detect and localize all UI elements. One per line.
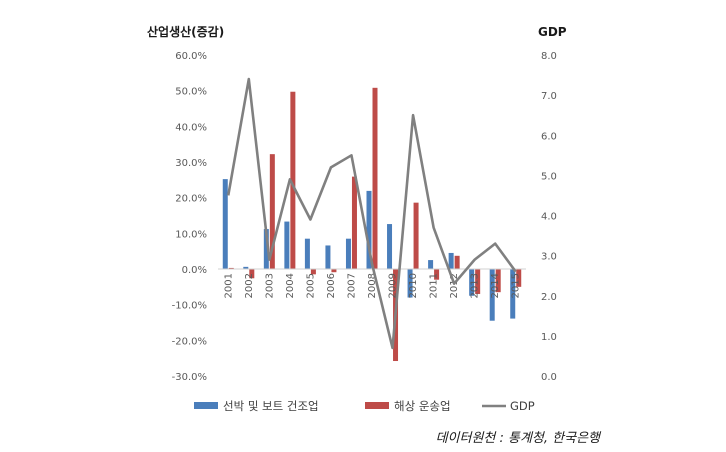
right-tick-label: 1.0 — [541, 332, 557, 343]
bar-shipbuilding-2002 — [243, 266, 249, 269]
bar-shipping-2005 — [310, 269, 316, 275]
bar-shipping-2003 — [269, 154, 275, 269]
bar-shipping-2015 — [516, 269, 522, 287]
bar-shipbuilding-2010 — [407, 269, 413, 298]
left-tick-label: 50.0% — [175, 87, 207, 98]
bar-shipping-2002 — [249, 269, 255, 279]
bar-shipping-2001 — [228, 267, 234, 269]
right-tick-label: 6.0 — [541, 131, 557, 142]
bar-shipbuilding-2009 — [387, 224, 393, 269]
left-tick-label: 40.0% — [175, 122, 207, 133]
bar-shipping-2008 — [372, 87, 378, 270]
left-tick-label: -30.0% — [172, 372, 207, 383]
right-tick-label: 8.0 — [541, 51, 557, 62]
bar-shipbuilding-2006 — [325, 245, 331, 269]
left-axis-ticks: 60.0% 50.0% 40.0% 30.0% 20.0% 10.0% 0.0% -10.0%… — [172, 51, 207, 383]
x-tick-label: 2011 — [429, 273, 440, 298]
left-tick-label: 60.0% — [175, 51, 207, 62]
x-tick-label: 2005 — [305, 273, 316, 298]
bar-shipbuilding-2001 — [222, 179, 228, 269]
legend-swatch-shipbuilding — [194, 402, 218, 409]
right-tick-label: 7.0 — [541, 91, 557, 102]
x-tick-label: 2006 — [326, 273, 337, 298]
x-tick-label: 2001 — [223, 273, 234, 298]
left-axis-title: 산업생산(증감) — [147, 24, 224, 39]
left-tick-label: 20.0% — [175, 194, 207, 205]
legend: 선박 및 보트 건조업 해상 운송업 GDP — [194, 399, 535, 413]
bar-shipping-2013 — [475, 269, 481, 294]
right-tick-label: 0.0 — [541, 372, 557, 383]
bar-shipping-2011 — [434, 269, 440, 280]
right-axis-title: GDP — [538, 25, 567, 39]
x-tick-label: 2015 — [511, 273, 522, 298]
right-tick-label: 2.0 — [541, 292, 557, 303]
left-tick-label: 0.0% — [182, 265, 207, 276]
bar-shipbuilding-2005 — [304, 238, 310, 269]
x-tick-label: 2003 — [264, 273, 275, 298]
x-tick-label: 2004 — [285, 273, 296, 298]
x-tick-label: 2014 — [490, 273, 501, 298]
x-axis-ticks: 2001 2002 2003 2004 2005 2006 2007 2008 2009 2010… — [223, 273, 521, 298]
right-tick-label: 3.0 — [541, 252, 557, 263]
bar-shipbuilding-2011 — [428, 260, 434, 269]
x-tick-label: 2010 — [408, 273, 419, 298]
bar-shipping-2004 — [290, 91, 296, 269]
left-tick-label: -20.0% — [172, 336, 207, 347]
bar-shipbuilding-2007 — [345, 238, 351, 269]
bar-shipbuilding-2004 — [284, 221, 290, 269]
bar-shipbuilding-2015 — [510, 269, 516, 319]
bar-shipbuilding-2008 — [366, 190, 372, 269]
left-tick-label: -10.0% — [172, 301, 207, 312]
bar-shipbuilding-2012 — [448, 252, 454, 269]
legend-label-gdp: GDP — [510, 399, 535, 413]
right-tick-label: 5.0 — [541, 171, 557, 182]
bar-shipbuilding-2014 — [489, 269, 495, 321]
bar-shipping-2010 — [413, 202, 419, 269]
bar-shipping-2014 — [495, 269, 501, 293]
x-tick-label: 2012 — [449, 273, 460, 298]
data-source-note: 데이터원천 : 통계청, 한국은행 — [436, 431, 602, 446]
bar-shipbuilding-2013 — [469, 269, 475, 296]
x-tick-label: 2013 — [470, 273, 481, 298]
right-tick-label: 4.0 — [541, 212, 557, 223]
bar-shipbuilding-2003 — [263, 229, 269, 269]
bar-shipping-2007 — [351, 176, 357, 269]
x-tick-label: 2009 — [388, 273, 399, 298]
bar-shipping-2006 — [331, 269, 337, 273]
x-tick-label: 2007 — [346, 273, 357, 298]
left-tick-label: 10.0% — [175, 229, 207, 240]
legend-swatch-shipping — [365, 402, 389, 409]
right-axis-ticks: 8.0 7.0 6.0 5.0 4.0 3.0 2.0 1.0 0.0 — [541, 51, 557, 383]
bar-shipping-2012 — [454, 255, 460, 269]
legend-label-shipbuilding: 선박 및 보트 건조업 — [223, 399, 319, 413]
gdp-series-line — [226, 77, 517, 350]
left-tick-label: 30.0% — [175, 158, 207, 169]
x-tick-label: 2002 — [244, 273, 255, 298]
legend-label-shipping: 해상 운송업 — [394, 399, 451, 413]
x-tick-label: 2008 — [367, 273, 378, 298]
bars — [222, 87, 522, 362]
